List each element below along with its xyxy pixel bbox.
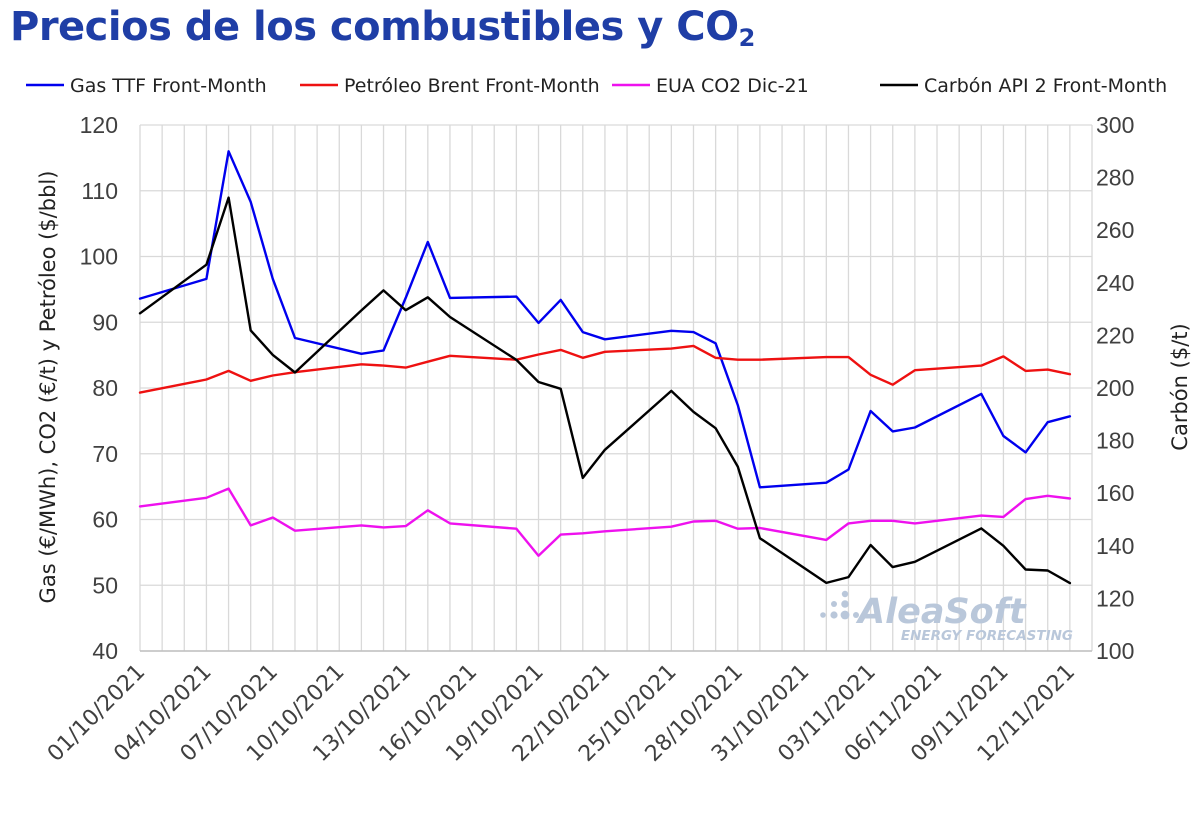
y-right-tick-label: 100: [1096, 638, 1134, 664]
series-line-carb-n-api-2-front-month: [138, 196, 1072, 585]
logo-text: AleaSoft: [855, 592, 1027, 632]
legend-item: Petróleo Brent Front-Month: [300, 75, 600, 97]
y-left-tick-label: 40: [92, 638, 118, 664]
y-axis-right-title: Carbón ($/t): [1168, 323, 1192, 450]
y-left-tick-label: 80: [92, 375, 118, 401]
y-axis-left-title: Gas (€/MWh), CO2 (€/t) y Petróleo ($/bbl…: [36, 171, 60, 604]
series-line-gas-ttf-front-month: [138, 150, 1072, 489]
series-lines: [138, 150, 1072, 585]
chart-title: Precios de los combustibles y CO2: [10, 4, 755, 52]
legend-item: Carbón API 2 Front-Month: [880, 75, 1167, 97]
y-left-tick-label: 100: [80, 244, 118, 270]
y-right-tick-label: 180: [1096, 428, 1134, 454]
y-left-tick-label: 70: [92, 441, 118, 467]
legend: Gas TTF Front-Month Petróleo Brent Front-…: [26, 75, 1167, 97]
y-right-tick-label: 120: [1096, 585, 1134, 611]
y-left-tick-label: 110: [81, 178, 118, 204]
y-right-tick-label: 260: [1096, 217, 1134, 243]
y-right-tick-label: 200: [1096, 375, 1134, 401]
y-right-tick-label: 280: [1096, 165, 1134, 191]
logo-dots-icon: [820, 590, 859, 620]
legend-label: EUA CO2 Dic-21: [656, 75, 809, 97]
y-right-tick-label: 160: [1096, 480, 1134, 506]
x-axis: 01/10/202104/10/202107/10/202110/10/2021…: [43, 660, 1080, 767]
y-left-tick-label: 90: [92, 309, 118, 335]
grid: [139, 124, 1093, 652]
y-left-tick-label: 50: [92, 572, 118, 598]
legend-label: Petróleo Brent Front-Month: [344, 75, 600, 97]
legend-label: Carbón API 2 Front-Month: [924, 75, 1167, 97]
legend-item: EUA CO2 Dic-21: [612, 75, 809, 97]
y-axis-left: 40 50 60 70 80 90 100 110 120: [80, 112, 118, 664]
y-axis-right: 100 120 140 160 180 200 220 240 260 280 300: [1096, 112, 1134, 664]
y-right-tick-label: 140: [1096, 533, 1134, 559]
aleasoft-logo: AleaSoft ENERGY FORECASTING: [820, 590, 1073, 644]
legend-label: Gas TTF Front-Month: [70, 75, 267, 97]
y-left-tick-label: 60: [92, 507, 118, 533]
y-right-tick-label: 300: [1096, 112, 1134, 138]
chart-title-subscript: 2: [738, 24, 756, 52]
logo-tagline: ENERGY FORECASTING: [901, 628, 1073, 644]
series-line-eua-co2-dic-21: [138, 487, 1072, 557]
y-right-tick-label: 220: [1096, 322, 1134, 348]
legend-item: Gas TTF Front-Month: [26, 75, 267, 97]
y-right-tick-label: 240: [1096, 270, 1134, 296]
chart-title-text: Precios de los combustibles y CO: [10, 4, 739, 50]
y-left-tick-label: 120: [80, 112, 118, 138]
